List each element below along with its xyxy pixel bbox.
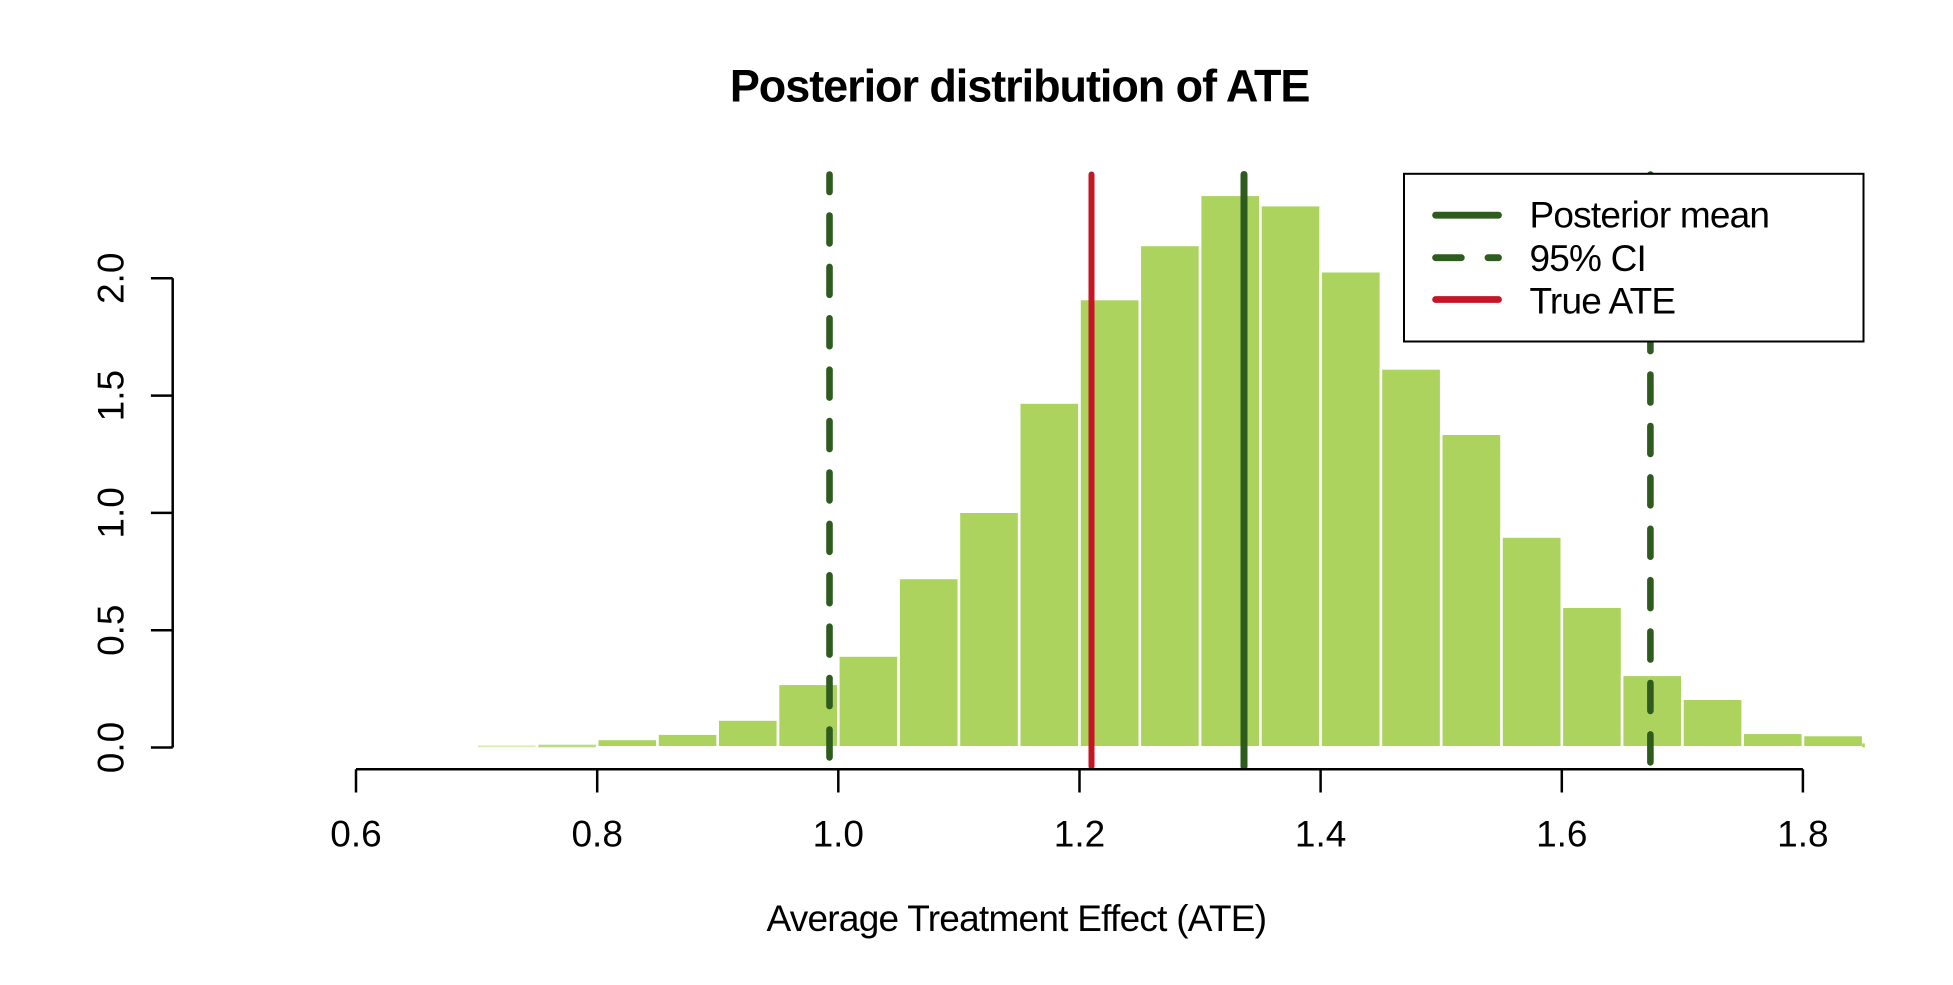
svg-text:1.8: 1.8	[1777, 813, 1828, 854]
svg-text:Average Treatment Effect (ATE): Average Treatment Effect (ATE)	[766, 898, 1266, 939]
svg-text:95% CI: 95% CI	[1530, 238, 1647, 279]
svg-text:2.0: 2.0	[90, 253, 131, 304]
svg-text:1.0: 1.0	[90, 487, 131, 538]
svg-text:1.2: 1.2	[1054, 813, 1105, 854]
svg-text:1.0: 1.0	[813, 813, 864, 854]
svg-text:1.6: 1.6	[1536, 813, 1587, 854]
svg-text:1.4: 1.4	[1295, 813, 1346, 854]
svg-text:1.5: 1.5	[90, 370, 131, 421]
svg-text:0.0: 0.0	[90, 722, 131, 773]
svg-text:0.6: 0.6	[330, 813, 381, 854]
svg-text:True ATE: True ATE	[1530, 281, 1676, 322]
svg-text:0.8: 0.8	[571, 813, 622, 854]
svg-text:Posterior distribution of ATE: Posterior distribution of ATE	[730, 61, 1310, 112]
svg-text:0.5: 0.5	[90, 604, 131, 655]
svg-text:Posterior mean: Posterior mean	[1530, 195, 1770, 236]
